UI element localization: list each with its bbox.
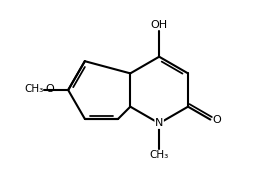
Text: O: O	[45, 84, 54, 94]
Text: OH: OH	[151, 20, 168, 30]
Text: N: N	[155, 118, 163, 128]
Text: CH₃: CH₃	[150, 150, 169, 160]
Text: O: O	[213, 115, 221, 125]
Text: CH₃: CH₃	[24, 84, 43, 94]
